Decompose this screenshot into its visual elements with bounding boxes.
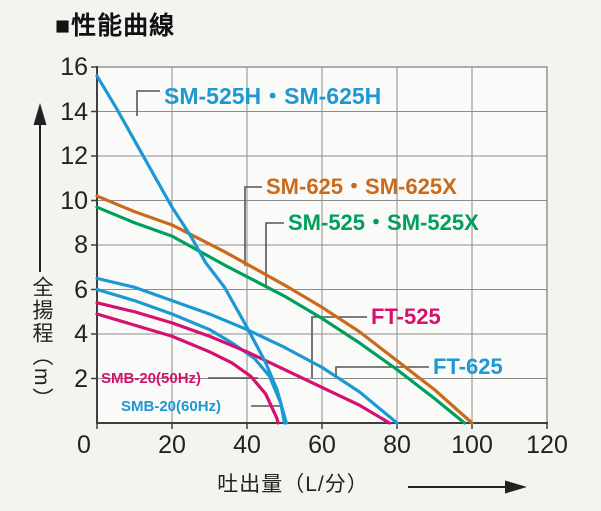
- label-leader-line: [136, 90, 160, 116]
- x-axis-title: 吐出量（L/分）: [217, 473, 369, 496]
- curve-SM-525・SM-525X: [95, 205, 467, 425]
- chart-title: ■性能曲線: [55, 12, 176, 40]
- curve-SM-625・SM-625X: [95, 194, 474, 425]
- label-leader-line: [311, 316, 367, 378]
- curve-SM-525H・SM-625H: [95, 74, 288, 425]
- label-leader-line: [244, 186, 262, 266]
- y-axis-arrow-icon: [33, 103, 47, 272]
- label-leader-line: [335, 366, 429, 377]
- curve-SMB-20(50Hz): [95, 312, 280, 425]
- curve-FT-525: [95, 301, 392, 425]
- label-leader-line: [265, 222, 284, 287]
- y-axis-title: 全揚程（m）: [30, 276, 53, 411]
- x-axis-arrow-icon: [408, 480, 527, 494]
